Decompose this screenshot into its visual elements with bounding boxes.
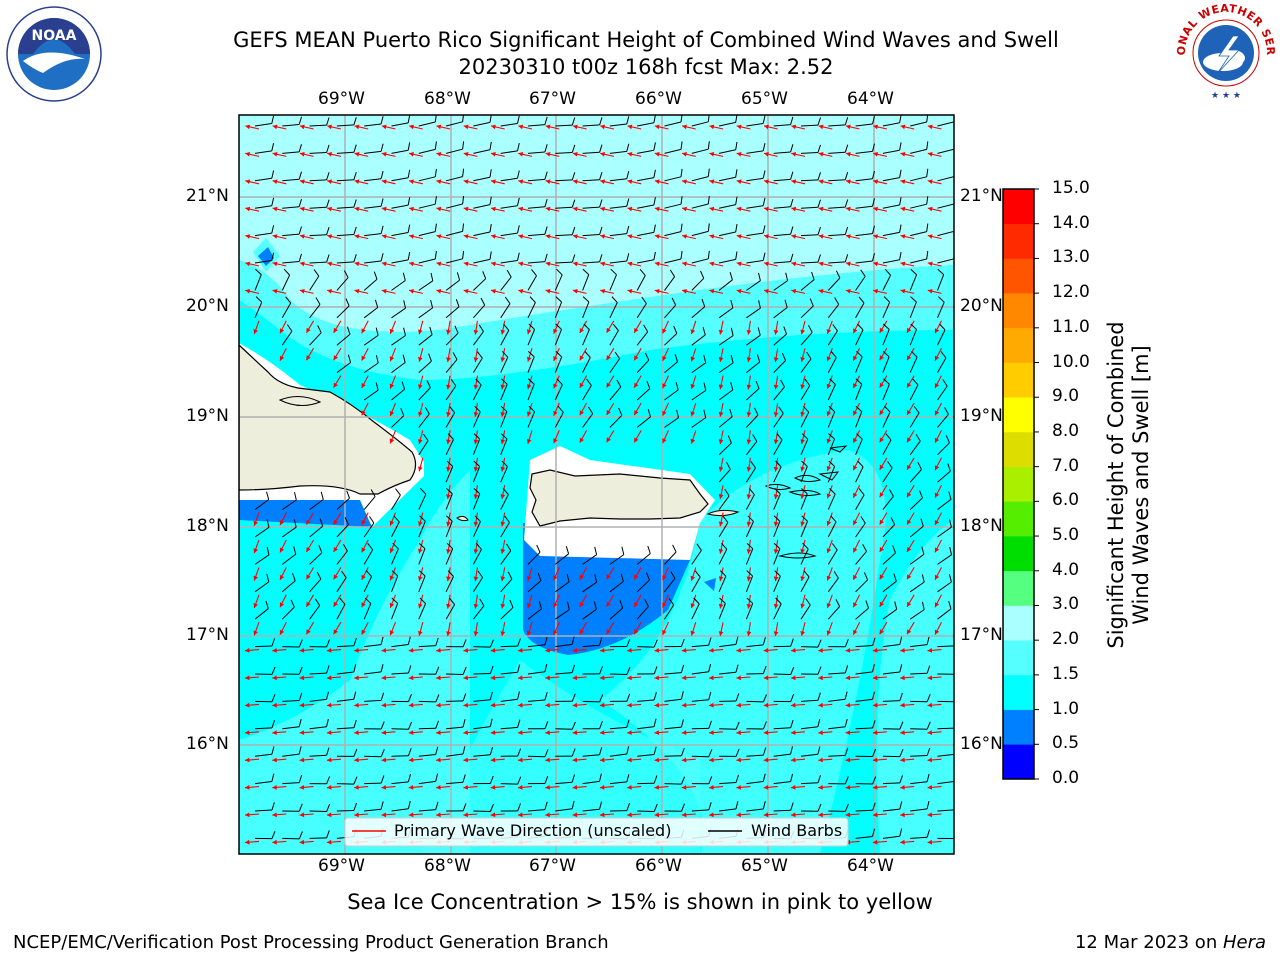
- colorbar-tick-label: 1.5: [1052, 663, 1080, 684]
- lat-label-left: 16°N: [186, 734, 229, 754]
- chart-subtitle: 20230310 t00z 168h fcst Max: 2.52: [458, 55, 834, 79]
- colorbar-segment: [1003, 223, 1034, 259]
- lon-label-bottom: 65°W: [741, 856, 788, 876]
- lat-label-left: 17°N: [186, 625, 229, 645]
- hispaniola-land: [239, 344, 417, 495]
- footer-right: 12 Mar 2023 on Hera: [1075, 932, 1266, 953]
- colorbar-segment: [1003, 570, 1034, 606]
- wave-height-band-05to1-hispaniola: [239, 500, 372, 527]
- graticule: [239, 115, 954, 854]
- legend-wind-label: Wind Barbs: [751, 821, 843, 840]
- lon-label-top: 68°W: [424, 89, 471, 109]
- colorbar-tick-label: 5.0: [1052, 525, 1080, 546]
- colorbar-segment: [1003, 258, 1034, 294]
- lat-label-right: 16°N: [960, 734, 1003, 754]
- wave-height-band-2to3: [239, 115, 954, 332]
- colorbar-tick-label: 9.0: [1052, 386, 1080, 407]
- lon-label-top: 64°W: [847, 89, 894, 109]
- colorbar-tick-label: 3.0: [1052, 594, 1080, 615]
- colorbar-segment: [1003, 605, 1034, 641]
- colorbar-segment: [1003, 466, 1034, 502]
- lon-label-bottom: 67°W: [529, 856, 576, 876]
- lat-label-left: 19°N: [186, 406, 229, 426]
- sea-ice-note: Sea Ice Concentration > 15% is shown in …: [347, 890, 933, 914]
- footer-date: 12 Mar 2023 on: [1074, 932, 1223, 953]
- lat-label-left: 20°N: [186, 296, 229, 316]
- lon-label-top: 69°W: [318, 89, 365, 109]
- colorbar-segment: [1003, 536, 1034, 572]
- colorbar-tick-label: 15.0: [1052, 178, 1090, 198]
- puerto-rico-land: [529, 469, 709, 527]
- colorbar-segment: [1003, 327, 1034, 363]
- colorbar-tick-label: 10.0: [1052, 351, 1090, 372]
- colorbar: [1003, 188, 1039, 780]
- lon-label-bottom: 69°W: [318, 856, 365, 876]
- nws-logo: NATIONAL WEATHER SERVICE ★ ★ ★: [1175, 2, 1277, 102]
- lat-label-left: 21°N: [186, 186, 229, 206]
- colorbar-segment: [1003, 674, 1034, 710]
- lat-label-right: 19°N: [960, 406, 1003, 426]
- lon-label-top: 67°W: [529, 89, 576, 109]
- map-frame: [238, 114, 955, 855]
- lat-label-right: 21°N: [960, 186, 1003, 206]
- legend-wave-label: Primary Wave Direction (unscaled): [394, 821, 672, 840]
- colorbar-tick-label: 4.0: [1052, 559, 1080, 580]
- colorbar-segment: [1003, 501, 1034, 537]
- footer-left: NCEP/EMC/Verification Post Processing Pr…: [13, 932, 609, 953]
- colorbar-tick-label: 7.0: [1052, 455, 1080, 476]
- lon-label-bottom: 66°W: [635, 856, 682, 876]
- colorbar-tick-label: 0.5: [1052, 733, 1080, 754]
- colorbar-segment: [1003, 431, 1034, 467]
- colorbar-segment: [1003, 189, 1034, 225]
- colorbar-tick-label: 11.0: [1052, 316, 1090, 337]
- lon-label-top: 65°W: [741, 89, 788, 109]
- colorbar-segment: [1003, 362, 1034, 398]
- lat-label-right: 20°N: [960, 296, 1003, 316]
- colorbar-label-line1: Significant Height of Combined: [1104, 321, 1128, 649]
- colorbar-segment: [1003, 397, 1034, 433]
- colorbar-segment: [1003, 293, 1034, 329]
- lat-label-left: 18°N: [186, 516, 229, 536]
- lon-label-top: 66°W: [635, 89, 682, 109]
- noaa-logo-text: NOAA: [32, 28, 77, 44]
- colorbar-segment: [1003, 640, 1034, 676]
- lat-label-right: 18°N: [960, 516, 1003, 536]
- legend-box: [344, 817, 849, 847]
- footer-machine: Hera: [1222, 932, 1266, 953]
- colorbar-tick-label: 0.0: [1052, 768, 1080, 788]
- colorbar-tick-label: 8.0: [1052, 420, 1080, 441]
- colorbar-label: Significant Height of Combined Wind Wave…: [1104, 265, 1154, 705]
- colorbar-tick-label: 13.0: [1052, 247, 1090, 268]
- lat-label-right: 17°N: [960, 625, 1003, 645]
- colorbar-segment: [1003, 744, 1034, 780]
- colorbar-tick-label: 6.0: [1052, 490, 1080, 511]
- map-area: [239, 115, 954, 854]
- svg-text:★ ★ ★: ★ ★ ★: [1211, 91, 1241, 101]
- colorbar-tick-label: 12.0: [1052, 282, 1090, 303]
- colorbar-tick-label: 14.0: [1052, 212, 1090, 233]
- colorbar-tick-label: 2.0: [1052, 629, 1080, 650]
- lon-label-bottom: 68°W: [424, 856, 471, 876]
- lon-label-bottom: 64°W: [847, 856, 894, 876]
- colorbar-label-line2: Wind Waves and Swell [m]: [1129, 345, 1153, 625]
- colorbar-tick-label: 1.0: [1052, 698, 1080, 719]
- chart-title: GEFS MEAN Puerto Rico Significant Height…: [233, 28, 1059, 52]
- wind-and-wave-vectors: [244, 115, 954, 845]
- colorbar-segment: [1003, 709, 1034, 745]
- noaa-logo: NOAA: [6, 6, 102, 102]
